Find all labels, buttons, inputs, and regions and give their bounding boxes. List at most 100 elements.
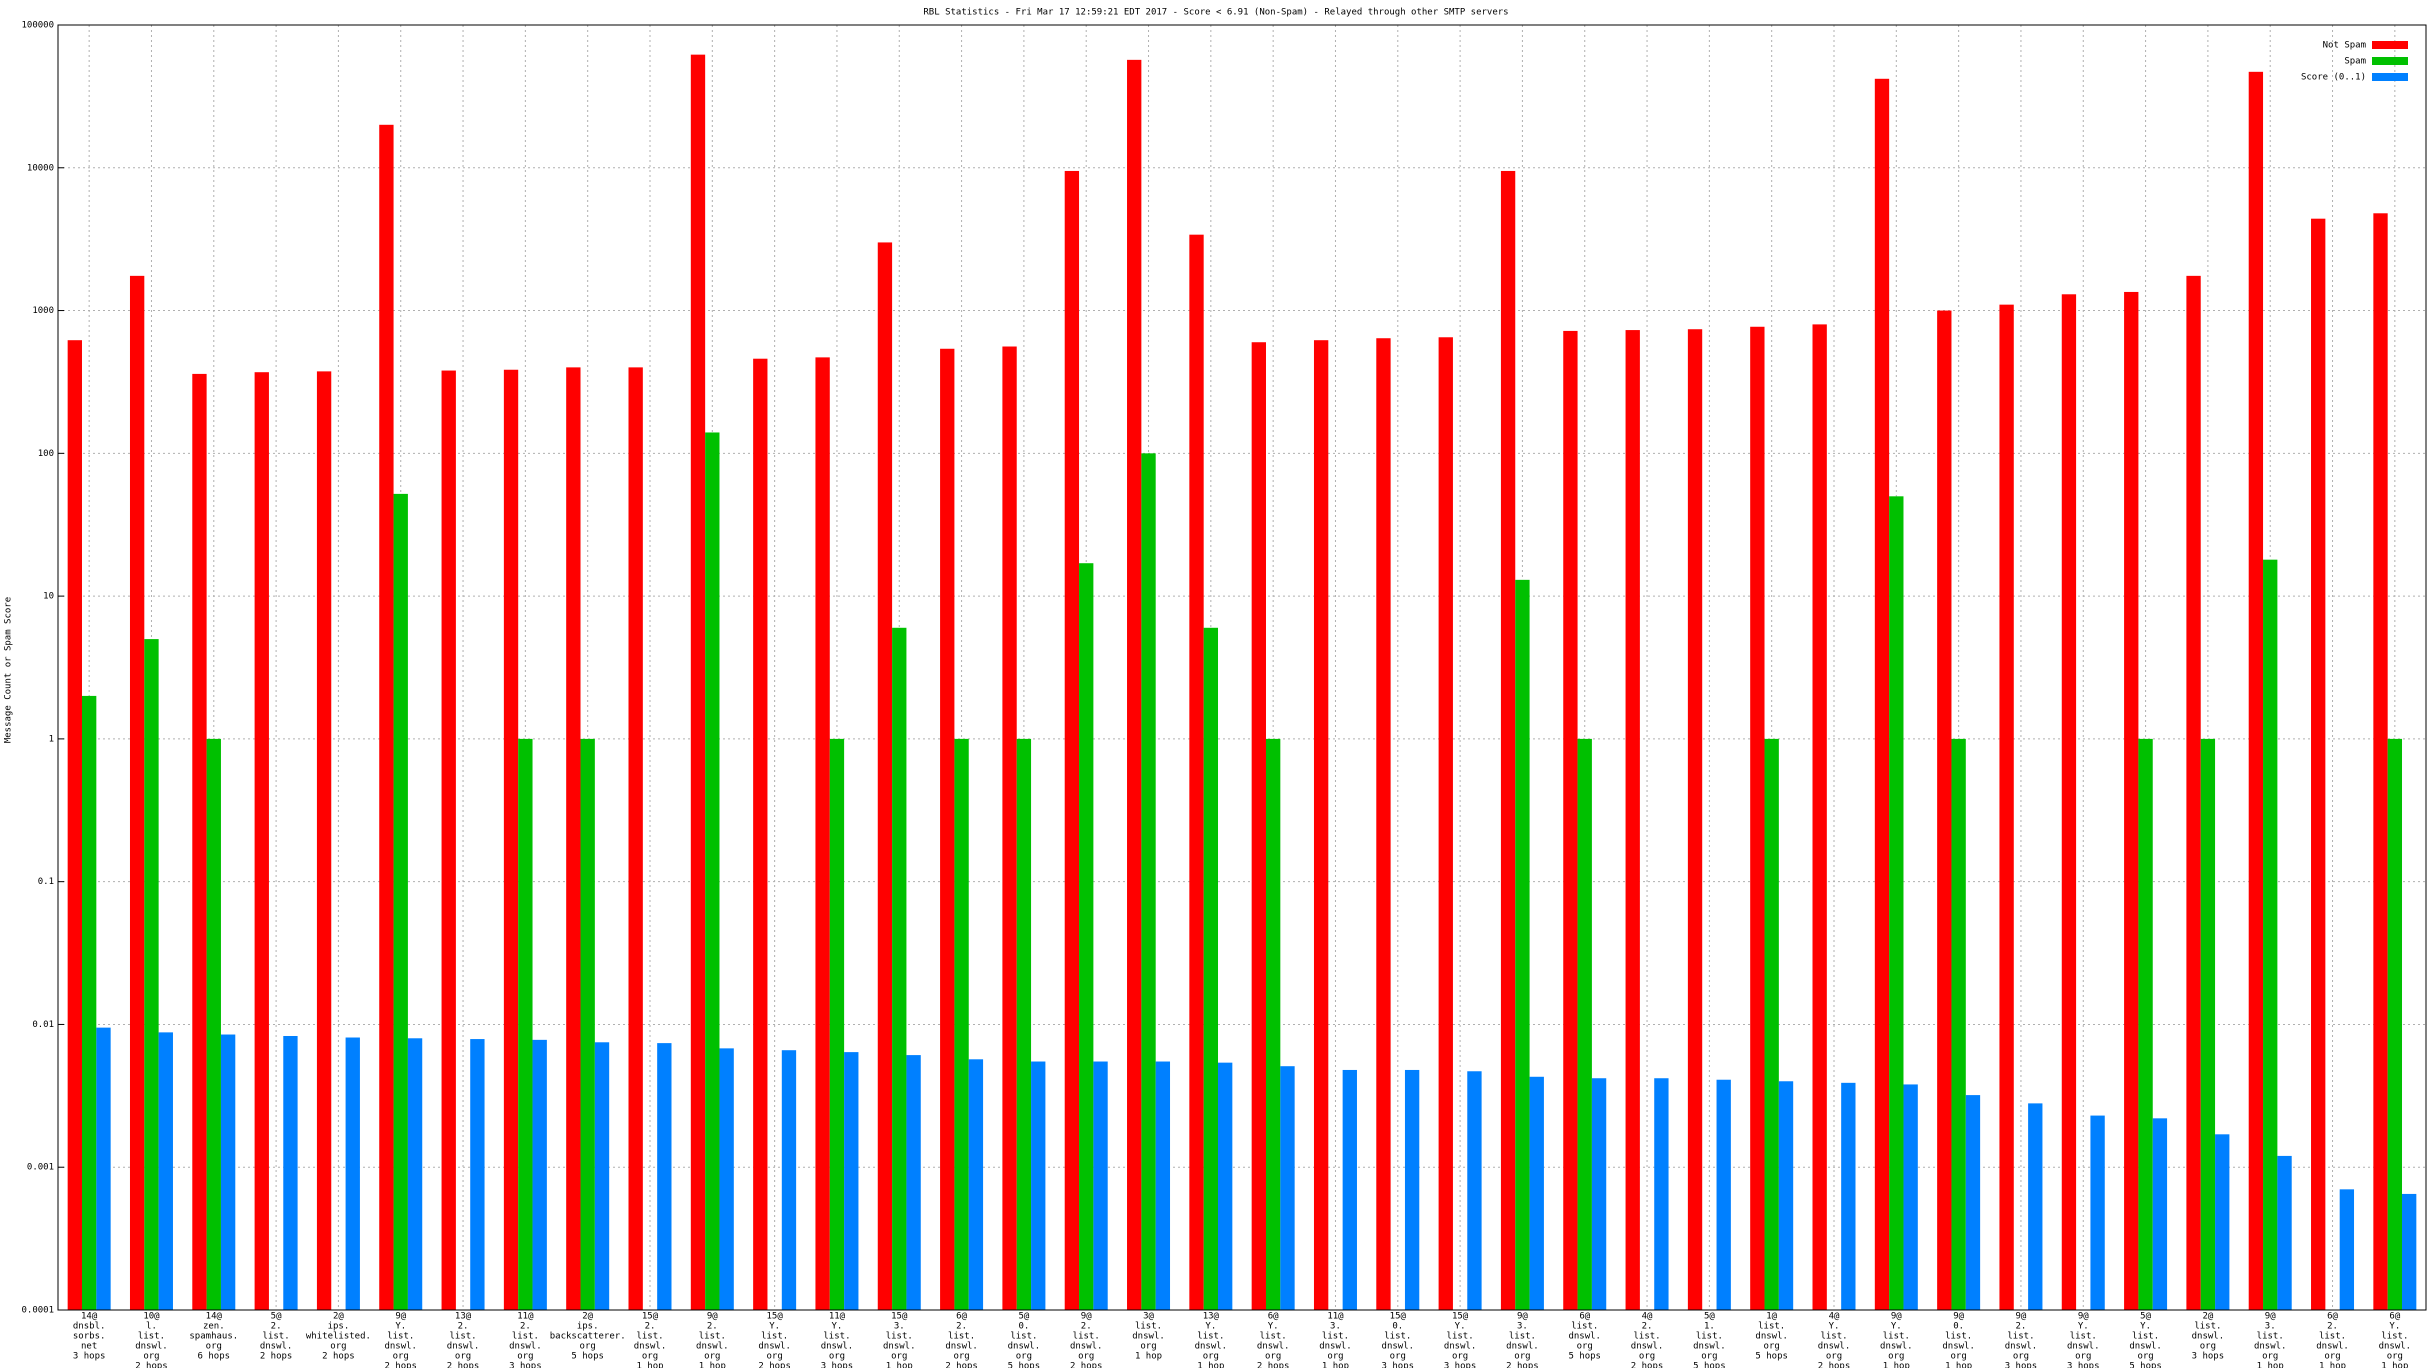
x-tick-label: dnswl. [1257, 1342, 1290, 1352]
x-tick-label: dnswl. [1942, 1342, 1975, 1352]
x-tick-label: org [1078, 1352, 1094, 1362]
x-tick-label: 6@ [1579, 1312, 1590, 1322]
bar [1625, 330, 1640, 1310]
x-tick-label: 2. [2327, 1322, 2338, 1332]
bar [2124, 291, 2139, 1310]
bar [1654, 1078, 1669, 1310]
bar [81, 695, 97, 1310]
x-tick-label: list. [2070, 1332, 2097, 1342]
y-tick-label: 10 [43, 592, 54, 602]
x-tick-label: 1 hop [1322, 1362, 1349, 1368]
bar [594, 1042, 610, 1310]
x-tick-label: 2. [1081, 1322, 1092, 1332]
legend-label: Score (0..1) [2301, 73, 2366, 83]
x-tick-label: org [206, 1342, 222, 1352]
bar [2215, 1134, 2230, 1310]
x-tick-label: 3 hops [2067, 1362, 2100, 1368]
x-tick-label: 15@ [891, 1312, 908, 1322]
x-tick-label: dnswl. [1319, 1342, 1352, 1352]
x-tick-label: 2 hops [1506, 1362, 1539, 1368]
x-tick-label: ips. [328, 1322, 350, 1332]
bar [1812, 324, 1827, 1310]
x-tick-label: dnswl. [260, 1342, 293, 1352]
x-tick-label: Y. [769, 1322, 780, 1332]
x-tick-label: 2. [2016, 1322, 2027, 1332]
x-tick-label: org [517, 1352, 533, 1362]
y-tick-label: 0.001 [27, 1163, 54, 1173]
bar [2402, 1193, 2417, 1310]
bar [1764, 738, 1779, 1310]
x-tick-label: list. [2319, 1332, 2346, 1342]
x-tick-label: dnswl. [384, 1342, 417, 1352]
bar [1515, 579, 1530, 1310]
legend-label: Spam [2344, 57, 2366, 67]
x-tick-label: Y. [1891, 1322, 1902, 1332]
x-tick-label: org [1701, 1352, 1717, 1362]
bar [206, 738, 221, 1310]
bar [1280, 1066, 1295, 1310]
x-tick-label: Y. [2389, 1322, 2400, 1332]
bar [566, 367, 581, 1310]
x-tick-label: org [953, 1352, 969, 1362]
x-tick-label: zen. [203, 1322, 225, 1332]
x-tick-label: spamhaus. [189, 1332, 238, 1342]
bar [144, 639, 159, 1310]
bar [96, 1027, 111, 1310]
bar [829, 738, 845, 1310]
x-tick-label: org [1203, 1352, 1219, 1362]
bar [2248, 71, 2264, 1310]
bar [393, 493, 408, 1311]
y-tick-label: 0.0001 [21, 1306, 54, 1316]
x-tick-label: 9@ [1081, 1312, 1092, 1322]
x-tick-label: dnswl. [1444, 1342, 1477, 1352]
x-tick-label: dnswl. [1755, 1332, 1788, 1342]
x-tick-label: dnswl. [509, 1342, 542, 1352]
x-tick-label: 3 hops [1382, 1362, 1415, 1368]
x-tick-label: 5@ [2140, 1312, 2151, 1322]
bar [657, 1043, 672, 1310]
x-tick-label: list. [1135, 1322, 1162, 1332]
x-tick-label: list. [1571, 1322, 1598, 1332]
x-tick-label: list. [1260, 1332, 1287, 1342]
x-tick-label: 13@ [1203, 1312, 1220, 1322]
bar [532, 1039, 547, 1310]
x-tick-label: dnswl. [696, 1342, 729, 1352]
bar [254, 372, 269, 1310]
x-tick-label: 1. [1704, 1322, 1715, 1332]
x-tick-label: Y. [1205, 1322, 1216, 1332]
bar [781, 1050, 797, 1310]
bar [1376, 338, 1391, 1310]
x-tick-label: 2 hops [1257, 1362, 1290, 1368]
chart-title: RBL Statistics - Fri Mar 17 12:59:21 EDT… [923, 8, 1508, 18]
y-axis-label: Message Count or Spam Score [4, 597, 14, 743]
bar [968, 1059, 984, 1310]
x-tick-label: 1 hop [2257, 1362, 2284, 1368]
x-tick-label: dnswl. [1818, 1342, 1851, 1352]
x-tick-label: list. [387, 1332, 414, 1342]
bar [753, 358, 768, 1310]
x-tick-label: 15@ [766, 1312, 783, 1322]
x-tick-label: list. [450, 1332, 477, 1342]
x-tick-label: 5 hops [1008, 1362, 1041, 1368]
bar [407, 1038, 423, 1310]
bar [2373, 213, 2388, 1311]
x-tick-label: org [642, 1352, 658, 1362]
x-tick-label: list. [699, 1332, 726, 1342]
bar [1342, 1069, 1357, 1310]
x-tick-label: 3 hops [73, 1352, 106, 1362]
bar [158, 1032, 173, 1310]
bar [1467, 1071, 1482, 1310]
x-tick-label: dnswl. [2379, 1342, 2412, 1352]
x-tick-label: 2 hops [945, 1362, 978, 1368]
x-tick-label: list. [1447, 1332, 1474, 1342]
x-tick-label: dnswl. [2254, 1342, 2287, 1352]
x-tick-label: 15@ [1390, 1312, 1407, 1322]
x-tick-label: dnswl. [1382, 1342, 1415, 1352]
x-tick-label: 2. [458, 1322, 469, 1332]
x-tick-label: 3 hops [821, 1362, 854, 1368]
x-tick-label: list. [2257, 1332, 2284, 1342]
legend-label: Not Spam [2323, 41, 2366, 51]
x-tick-label: list. [2381, 1332, 2408, 1342]
x-tick-label: backscatterer. [550, 1332, 626, 1342]
bar [345, 1037, 360, 1310]
